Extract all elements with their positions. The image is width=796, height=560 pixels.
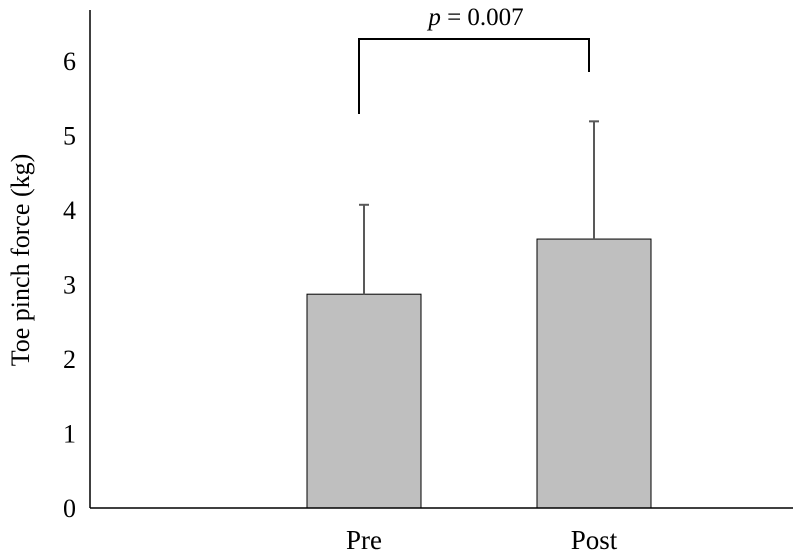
x-category-labels: Pre Post — [346, 525, 618, 555]
bar-pre — [306, 293, 422, 509]
bar-post — [536, 238, 652, 509]
x-tick-label-pre: Pre — [346, 525, 382, 555]
error-bars — [359, 120, 599, 295]
y-tick-labels: 0 1 2 3 4 5 6 — [63, 47, 76, 523]
y-tick-label: 0 — [63, 494, 76, 523]
y-tick-label: 6 — [63, 47, 76, 76]
y-tick-label: 1 — [63, 420, 76, 449]
y-axis-title: Toe pinch force (kg) — [6, 154, 35, 367]
x-tick-label-post: Post — [571, 525, 618, 555]
bars — [306, 238, 652, 509]
y-tick-label: 4 — [63, 196, 76, 225]
p-symbol: p — [426, 4, 441, 31]
y-tick-label: 2 — [63, 345, 76, 374]
p-value: = 0.007 — [441, 4, 524, 31]
significance-label: p = 0.007 — [426, 4, 523, 31]
significance-bracket — [358, 38, 590, 114]
y-tick-label: 3 — [63, 271, 76, 300]
y-tick-label: 5 — [63, 122, 76, 151]
